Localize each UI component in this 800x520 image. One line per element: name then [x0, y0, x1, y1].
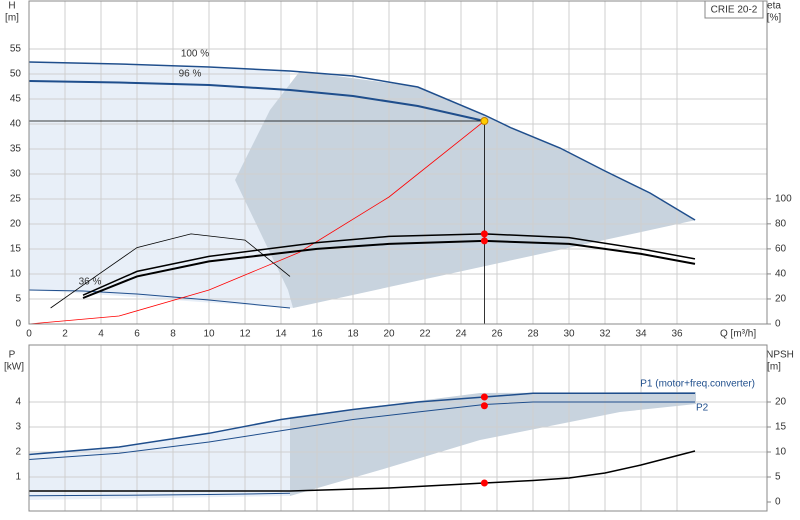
y2-tick-label: 80: [775, 218, 787, 229]
y2-tick-label: 60: [775, 244, 787, 255]
y-tick-label: 4: [15, 397, 21, 408]
chart-title: CRIE 20-2: [711, 5, 758, 16]
curve: [28, 392, 695, 456]
x-tick-label: 28: [527, 329, 539, 340]
range-light-bottom: [29, 417, 290, 500]
y-tick-label: 45: [10, 94, 22, 105]
operating-point: [480, 393, 488, 401]
y-tick-label: 1: [15, 472, 21, 483]
y-tick-label: 3: [15, 422, 21, 433]
operating-point: [480, 402, 488, 410]
y2-tick-label: 5: [775, 472, 781, 483]
y-unit: [kW]: [4, 362, 24, 373]
x-tick-label: 4: [98, 329, 104, 340]
curve: [28, 120, 485, 325]
x-tick-label: 16: [311, 329, 323, 340]
curve-label: P2: [696, 403, 709, 414]
x-tick-label: 26: [491, 329, 503, 340]
x-tick-label: 34: [635, 329, 647, 340]
y-label: P: [9, 350, 16, 361]
curve: [50, 233, 291, 309]
y2-tick-label: 100: [775, 193, 792, 204]
curve: [28, 289, 291, 309]
y2-unit: [m]: [767, 362, 781, 373]
frames: [28, 0, 768, 512]
range-dark-bottom: [290, 392, 696, 496]
x-tick-label: 20: [383, 329, 395, 340]
y-unit: [m]: [5, 13, 19, 24]
operating-point: [480, 117, 489, 125]
y2-tick-label: 0: [775, 319, 781, 330]
x-tick-label: 24: [455, 329, 467, 340]
curve: [28, 61, 696, 221]
curve: [29, 450, 696, 492]
y-tick-label: 20: [10, 219, 22, 230]
y-tick-label: 30: [10, 169, 22, 180]
frame-top: [28, 0, 768, 325]
curve-label: P1 (motor+freq.converter): [640, 379, 755, 390]
y2-unit: [%]: [767, 13, 782, 24]
y-tick-label: 5: [15, 294, 21, 305]
x-tick-label: 8: [170, 329, 176, 340]
curve: [28, 492, 291, 497]
operating-point: [480, 230, 488, 238]
y2-tick-label: 20: [775, 294, 787, 305]
y-tick-label: 0: [15, 319, 21, 330]
title-box: [704, 0, 764, 19]
x-tick-label: 14: [275, 329, 287, 340]
curve: [28, 80, 485, 122]
curve: [82, 233, 696, 296]
y-tick-label: 40: [10, 119, 22, 130]
curve: [28, 401, 695, 460]
y2-label: eta: [767, 1, 781, 12]
x-tick-label: 22: [419, 329, 431, 340]
y-tick-label: 10: [10, 269, 22, 280]
y2-tick-label: 10: [775, 447, 787, 458]
frame-bottom: [28, 344, 768, 512]
x-tick-label: 0: [26, 329, 32, 340]
y2-tick-label: 40: [775, 269, 787, 280]
x-tick-label: 18: [347, 329, 359, 340]
curve-label: 100 %: [181, 49, 209, 60]
x-tick-label: 32: [599, 329, 611, 340]
x-tick-label: 30: [563, 329, 575, 340]
operating-point: [480, 237, 488, 245]
operating-point: [480, 479, 488, 487]
y-tick-label: 55: [10, 44, 22, 55]
y2-tick-label: 20: [775, 397, 787, 408]
curve: [82, 239, 696, 299]
x-tick-label: 12: [239, 329, 251, 340]
x-tick-label: 10: [203, 329, 215, 340]
y-tick-label: 25: [10, 194, 22, 205]
y-tick-label: 35: [10, 144, 22, 155]
y-label: H: [8, 1, 15, 12]
x-tick-label: 6: [134, 329, 140, 340]
curve-label: 36 %: [79, 277, 102, 288]
x-tick-label: 2: [62, 329, 68, 340]
y-tick-label: 2: [15, 447, 21, 458]
y-tick-label: 15: [10, 244, 22, 255]
y2-tick-label: 0: [775, 497, 781, 508]
curve-label: 96 %: [179, 69, 202, 80]
y-tick-label: 50: [10, 69, 22, 80]
x-label: Q [m³/h]: [720, 329, 756, 340]
y2-label: NPSH: [766, 350, 794, 361]
x-tick-label: 36: [671, 329, 683, 340]
y2-tick-label: 15: [775, 422, 787, 433]
